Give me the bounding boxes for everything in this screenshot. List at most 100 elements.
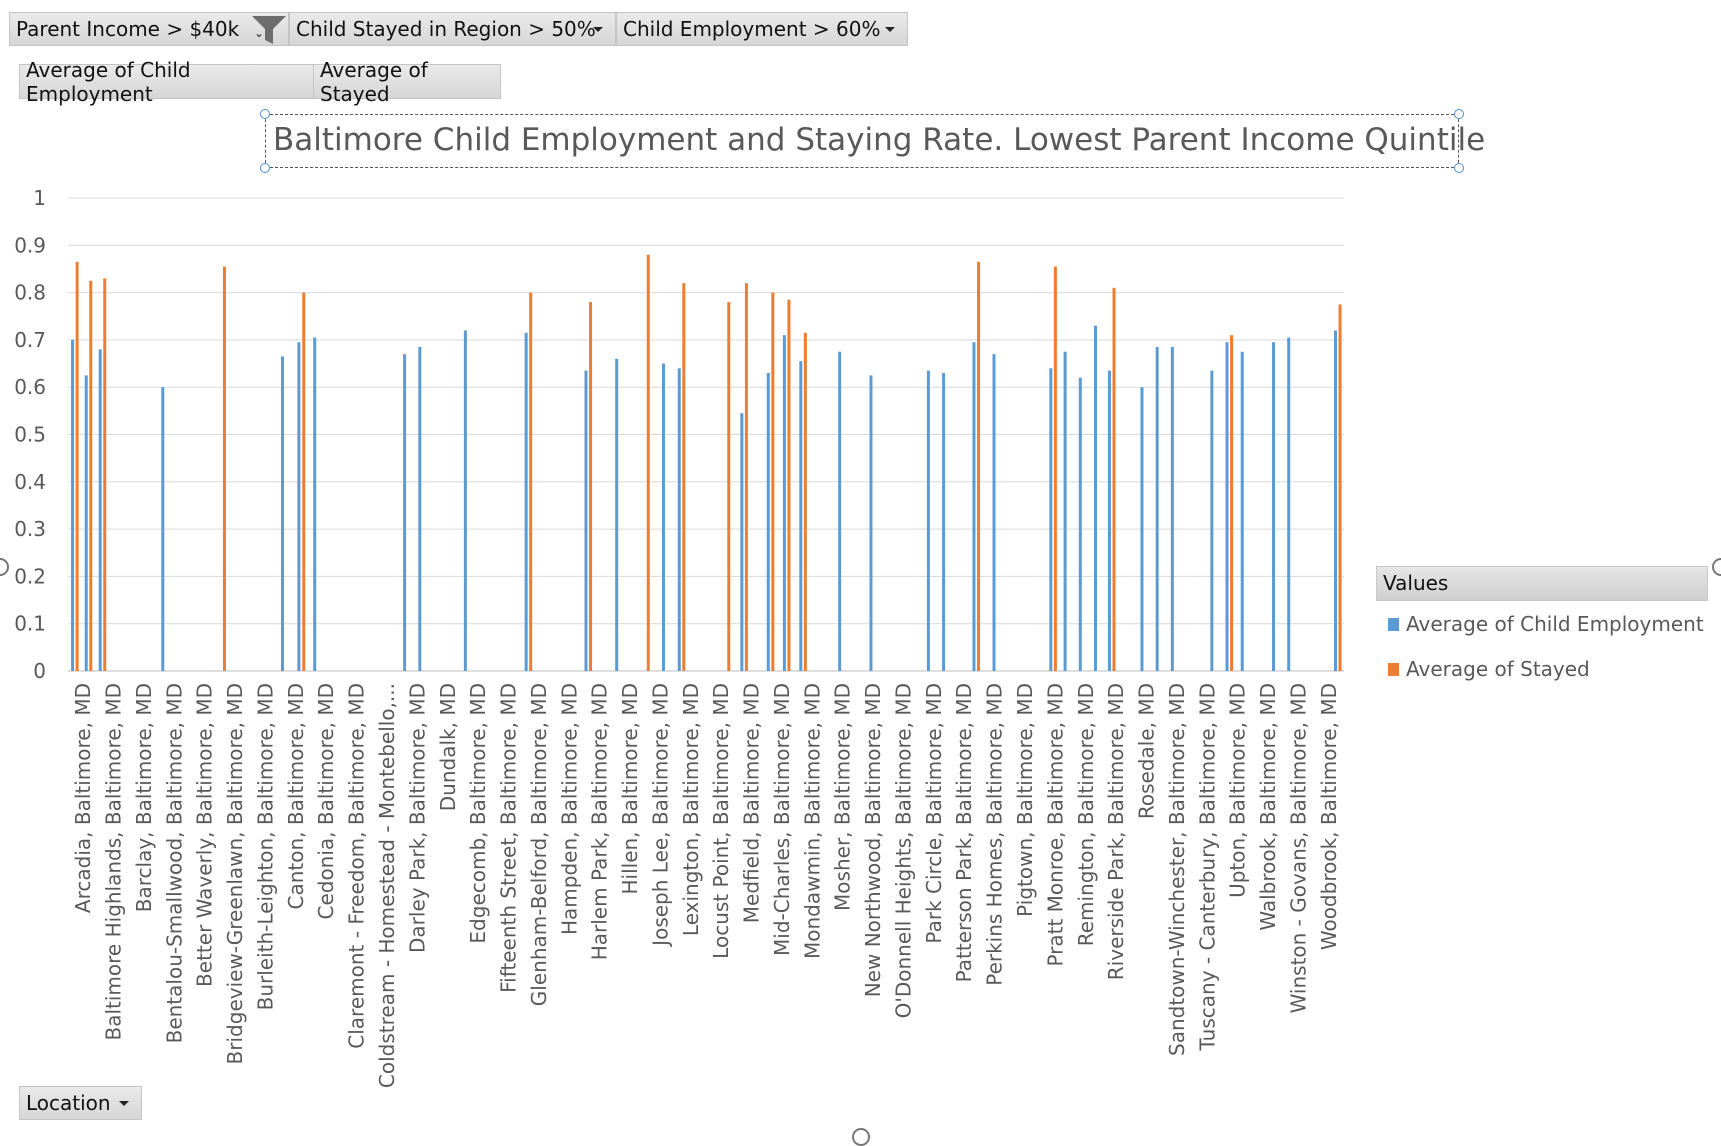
y-tick-label: 0.1 [14, 612, 46, 636]
filter-child-stayed-label: Child Stayed in Region > 50% [296, 17, 596, 41]
axis-field-location[interactable]: Location [19, 1086, 142, 1120]
y-tick-label: 0.2 [14, 564, 46, 588]
x-tick-label: Dundalk, MD [436, 683, 460, 811]
bar-stayed[interactable] [75, 261, 79, 671]
bar-child-employment[interactable] [838, 351, 842, 671]
bar-stayed[interactable] [744, 283, 748, 671]
x-tick-label: Winston - Govans, Baltimore, MD [1286, 683, 1310, 1013]
resize-handle[interactable] [1454, 163, 1464, 173]
bar-stayed[interactable] [803, 332, 807, 671]
funnel-filter-icon [252, 16, 286, 44]
bar-child-employment[interactable] [584, 370, 588, 671]
bar-child-employment[interactable] [1210, 370, 1214, 671]
legend-swatch-stayed [1388, 662, 1399, 676]
x-tick-label: Tuscany - Canterbury, Baltimore, MD [1195, 683, 1219, 1052]
bar-child-employment[interactable] [313, 337, 317, 671]
bar-stayed[interactable] [89, 280, 93, 671]
bar-child-employment[interactable] [1078, 377, 1082, 671]
y-tick-label: 0.4 [14, 470, 46, 494]
value-field-child-employment[interactable]: Average of Child Employment [19, 58, 314, 106]
bar-child-employment[interactable] [926, 370, 930, 671]
bar-child-employment[interactable] [98, 349, 102, 671]
bar-child-employment[interactable] [1140, 387, 1144, 671]
value-field-stayed-label: Average of Stayed [320, 57, 428, 106]
bar-stayed[interactable] [1230, 335, 1234, 671]
bar-child-employment[interactable] [992, 354, 996, 671]
filter-child-employment[interactable]: Child Employment > 60% [616, 12, 908, 46]
filter-child-stayed[interactable]: Child Stayed in Region > 50% [289, 12, 616, 46]
bar-stayed[interactable] [771, 292, 775, 671]
x-tick-label: Upton, Baltimore, MD [1226, 683, 1250, 898]
x-tick-label: Barclay, Baltimore, MD [132, 683, 156, 912]
legend-title[interactable]: Values [1376, 566, 1708, 601]
bar-child-employment[interactable] [1093, 325, 1097, 671]
bar-stayed[interactable] [977, 261, 981, 671]
x-tick-label: Patterson Park, Baltimore, MD [952, 683, 976, 982]
bar-child-employment[interactable] [677, 368, 681, 671]
bar-child-employment[interactable] [524, 332, 528, 671]
bar-stayed[interactable] [787, 299, 791, 671]
bar-child-employment[interactable] [766, 373, 770, 671]
bar-stayed[interactable] [1338, 304, 1342, 671]
bar-child-employment[interactable] [740, 413, 744, 671]
bar-stayed[interactable] [103, 278, 107, 671]
bar-child-employment[interactable] [84, 375, 88, 671]
x-tick-label: Mosher, Baltimore, MD [831, 683, 855, 911]
chart-title[interactable]: Baltimore Child Employment and Staying R… [273, 122, 1486, 158]
resize-handle[interactable] [260, 109, 270, 119]
x-tick-label: Hillen, Baltimore, MD [618, 683, 642, 895]
chart-title-box[interactable] [265, 114, 1459, 168]
bar-child-employment[interactable] [1155, 346, 1159, 671]
bar-child-employment[interactable] [942, 373, 946, 671]
bar-child-employment[interactable] [418, 346, 422, 671]
value-field-stayed[interactable]: Average of Stayed [313, 58, 501, 106]
bar-child-employment[interactable] [661, 363, 665, 671]
bar-child-employment[interactable] [1272, 342, 1276, 671]
bar-child-employment[interactable] [1240, 351, 1244, 671]
bar-stayed[interactable] [682, 283, 686, 671]
bar-child-employment[interactable] [1049, 368, 1053, 671]
x-tick-label: Lexington, Baltimore, MD [679, 683, 703, 936]
x-tick-label: Woodbrook, Baltimore, MD [1317, 683, 1341, 950]
y-tick-label: 0.7 [14, 328, 46, 352]
resize-handle[interactable] [1454, 109, 1464, 119]
bar-child-employment[interactable] [463, 330, 467, 671]
bar-child-employment[interactable] [403, 354, 407, 671]
x-tick-label: Canton, Baltimore, MD [284, 683, 308, 909]
filter-parent-income[interactable]: Parent Income > $40k ⌄ [9, 12, 289, 46]
bar-stayed[interactable] [727, 302, 731, 671]
bar-child-employment[interactable] [1225, 342, 1229, 671]
bar-child-employment[interactable] [869, 375, 873, 671]
bar-child-employment[interactable] [1287, 337, 1291, 671]
bar-stayed[interactable] [1112, 287, 1116, 671]
chart-resize-handle[interactable] [1712, 558, 1721, 576]
bar-child-employment[interactable] [1063, 351, 1067, 671]
chart-resize-handle[interactable] [852, 1128, 870, 1146]
bar-stayed[interactable] [302, 292, 306, 671]
resize-handle[interactable] [260, 163, 270, 173]
bar-child-employment[interactable] [782, 335, 786, 671]
bar-child-employment[interactable] [615, 358, 619, 671]
x-tick-label: Baltimore Highlands, Baltimore, MD [102, 683, 126, 1041]
bar-child-employment[interactable] [297, 342, 301, 671]
bar-child-employment[interactable] [799, 361, 803, 671]
gridlines [68, 197, 1344, 672]
bar-child-employment[interactable] [1170, 346, 1174, 671]
bar-stayed[interactable] [1053, 266, 1057, 671]
chevron-down-icon [593, 27, 603, 32]
bar-child-employment[interactable] [972, 342, 976, 671]
bar-stayed[interactable] [529, 292, 533, 671]
y-tick-label: 0.8 [14, 281, 46, 305]
bar-stayed[interactable] [222, 266, 226, 671]
bar-child-employment[interactable] [161, 387, 165, 671]
x-tick-label: Walbrook, Baltimore, MD [1256, 683, 1280, 931]
y-tick-label: 0 [33, 659, 46, 683]
x-tick-label: Remington, Baltimore, MD [1074, 683, 1098, 946]
bar-child-employment[interactable] [280, 356, 284, 671]
bar-child-employment[interactable] [1107, 370, 1111, 671]
bar-stayed[interactable] [589, 302, 593, 671]
axis-field-location-label: Location [26, 1091, 111, 1115]
bar-child-employment[interactable] [1333, 330, 1337, 671]
bar-child-employment[interactable] [71, 339, 75, 671]
bar-stayed[interactable] [646, 254, 650, 671]
